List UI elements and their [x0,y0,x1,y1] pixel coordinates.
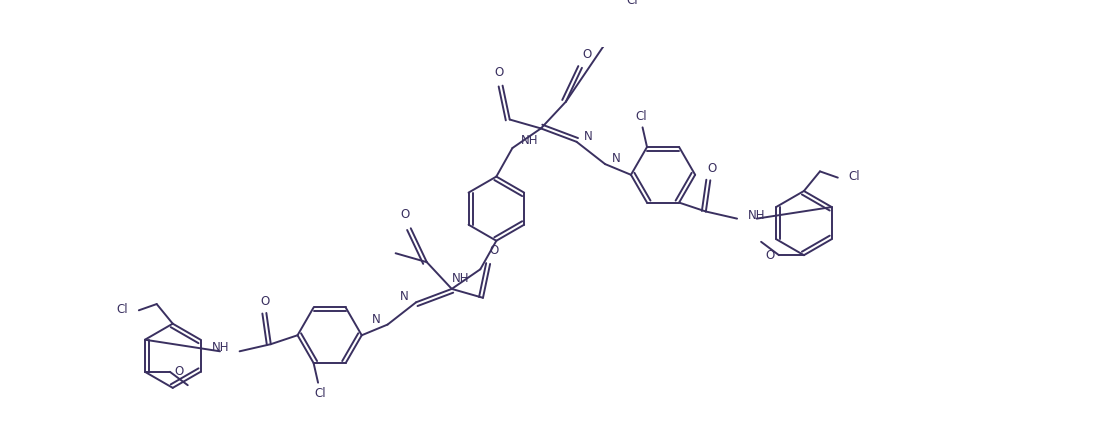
Text: O: O [583,48,592,61]
Text: O: O [489,244,498,257]
Text: Cl: Cl [635,110,646,123]
Text: NH: NH [452,272,470,285]
Text: Cl: Cl [626,0,638,7]
Text: NH: NH [212,341,229,354]
Text: O: O [708,162,716,175]
Text: N: N [400,290,409,303]
Text: O: O [174,365,183,378]
Text: O: O [766,249,774,262]
Text: Cl: Cl [116,303,128,316]
Text: NH: NH [521,134,539,147]
Text: N: N [372,313,381,326]
Text: Cl: Cl [848,170,860,183]
Text: N: N [612,152,621,165]
Text: O: O [260,295,269,308]
Text: Cl: Cl [314,387,326,400]
Text: O: O [495,66,504,79]
Text: N: N [584,130,592,143]
Text: O: O [400,208,410,221]
Text: NH: NH [748,208,766,221]
